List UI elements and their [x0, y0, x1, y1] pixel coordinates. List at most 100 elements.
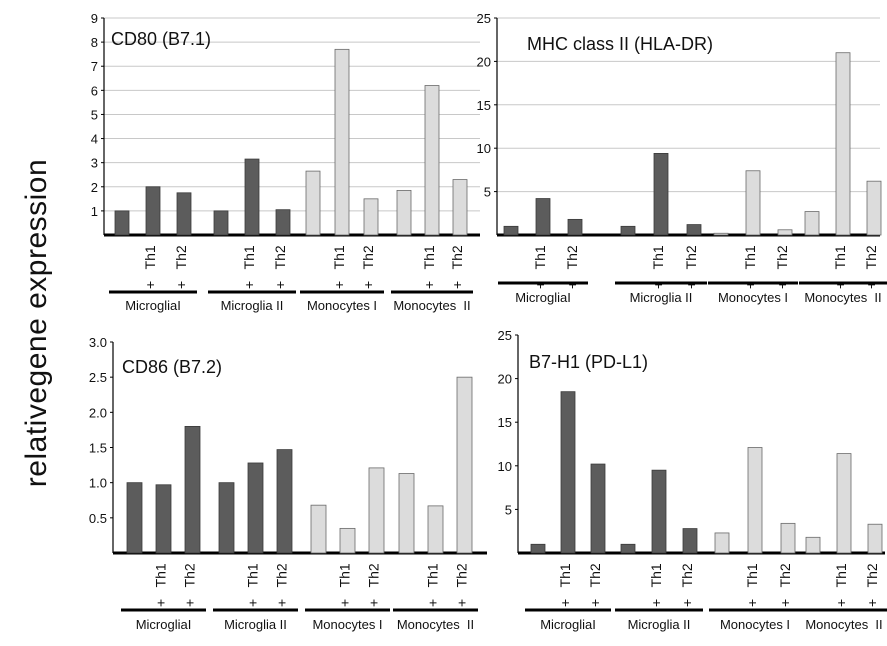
chart4-bar-g1-c1 — [530, 543, 546, 554]
chart3-bar-g2-c3 — [276, 449, 293, 554]
chart3-condition-label: + Th1 — [153, 563, 169, 607]
chart2-y-tick-label: 5 — [484, 185, 491, 200]
chart4-bar-g3-c2 — [747, 447, 763, 554]
chart4-condition-label: + Th1 — [557, 563, 573, 607]
chart3-condition-label: + Th2 — [366, 563, 382, 607]
chart1-bar-g4-c2 — [424, 85, 440, 236]
chart2-condition-label: + Th2 — [564, 245, 580, 289]
chart3-condition-label: + Th2 — [454, 563, 470, 607]
chart4-bar-g1-c2 — [560, 391, 576, 554]
chart1-bar-g2-c3 — [275, 209, 291, 236]
chart1-y-tick-label: 4 — [91, 132, 98, 147]
chart3-bar-g3-c3 — [368, 467, 385, 554]
chart1-condition-label: + Th1 — [142, 245, 158, 289]
chart1-condition-label: + Th1 — [421, 245, 437, 289]
chart1-y-tick-label: 6 — [91, 83, 98, 98]
chart2-condition-label: + Th1 — [650, 245, 666, 289]
chart1-bar-g1-c1 — [114, 210, 130, 236]
chart2-bar-g2-c3 — [686, 224, 702, 236]
chart1-group-label: MicrogliaI — [125, 298, 181, 313]
chart1-bar-g2-c1 — [213, 210, 229, 236]
chart1-group-label: Monocytes I — [307, 298, 377, 313]
chart3-bar-g4-c2 — [427, 505, 444, 554]
chart3-y-tick-label: 3.0 — [89, 335, 107, 350]
chart4-bar-g2-c1 — [620, 543, 636, 554]
chart4-condition-label: + Th2 — [864, 563, 880, 607]
chart4-bar-g3-c1 — [714, 532, 730, 554]
chart2-y-tick-label: 20 — [477, 54, 491, 69]
chart2-bar-g4-c1 — [804, 211, 820, 236]
chart1-bar-g4-c1 — [396, 189, 412, 236]
chart2-condition-label: + Th1 — [532, 245, 548, 289]
chart4-y-tick-label: 25 — [498, 328, 512, 343]
chart4-group-label: Monocytes I — [720, 617, 790, 632]
chart4-group-label: Microglia II — [628, 617, 691, 632]
chart3-group-label: Monocytes II — [397, 617, 474, 632]
chart4-y-tick-label: 10 — [498, 459, 512, 474]
chart3-condition-label: + Th2 — [274, 563, 290, 607]
chart2-y-tick-label: 10 — [477, 141, 491, 156]
chart1-condition-label: + Th1 — [241, 245, 257, 289]
chart2-bar-g3-c3 — [777, 229, 793, 236]
chart3-bar-g2-c1 — [218, 482, 235, 554]
chart3-y-tick-label: 0.5 — [89, 511, 107, 526]
chart3-group-label: Monocytes I — [312, 617, 382, 632]
chart1-y-tick-label: 9 — [91, 11, 98, 26]
chart3-condition-label: + Th1 — [425, 563, 441, 607]
chart1-title: CD80 (B7.1) — [111, 29, 211, 49]
chart1-bar-g3-c3 — [363, 198, 379, 236]
chart4-condition-label: + Th1 — [833, 563, 849, 607]
chart1-bar-g3-c1 — [305, 170, 321, 236]
chart2-bar-g1-c1 — [503, 225, 519, 236]
chart2-group-label: MicrogliaI — [515, 290, 571, 305]
chart1-y-tick-label: 8 — [91, 35, 98, 50]
chart2-bar-g3-c2 — [745, 170, 761, 236]
chart2-condition-label: + Th2 — [774, 245, 790, 289]
chart3-y-tick-label: 2.0 — [89, 405, 107, 420]
chart4-condition-label: + Th1 — [648, 563, 664, 607]
chart4-group-label: Monocytes II — [805, 617, 882, 632]
chart3-bar-g4-c3 — [456, 376, 473, 554]
chart3-title: CD86 (B7.2) — [122, 357, 222, 377]
chart2-condition-label: + Th1 — [832, 245, 848, 289]
chart3-y-tick-label: 2.5 — [89, 370, 107, 385]
chart2-bar-g2-c1 — [620, 225, 636, 236]
chart1-group-label: Monocytes II — [393, 298, 470, 313]
chart2-group-label: Monocytes II — [804, 290, 881, 305]
chart4-condition-label: + Th2 — [679, 563, 695, 607]
chart3-group-label: MicrogliaI — [136, 617, 192, 632]
chart1-y-tick-label: 5 — [91, 107, 98, 122]
chart2-bar-g2-c2 — [653, 153, 669, 236]
chart2-title: MHC class II (HLA-DR) — [527, 34, 713, 54]
chart3-bar-g2-c2 — [247, 462, 264, 554]
chart2-bar-g1-c2 — [535, 198, 551, 236]
chart3-condition-label: + Th1 — [337, 563, 353, 607]
chart2-bar-g1-c3 — [567, 218, 583, 236]
chart4-title: B7-H1 (PD-L1) — [529, 352, 648, 372]
chart4-y-tick-label: 5 — [505, 502, 512, 517]
chart3-y-tick-label: 1.5 — [89, 441, 107, 456]
chart1-y-tick-label: 1 — [91, 204, 98, 219]
chart3-bar-g1-c3 — [184, 425, 201, 554]
chart4-bar-g1-c3 — [590, 463, 606, 554]
chart3-bar-g3-c1 — [310, 504, 327, 554]
chart3-group-label: Microglia II — [224, 617, 287, 632]
chart2-group-label: Microglia II — [630, 290, 693, 305]
chart1-condition-label: + Th2 — [173, 245, 189, 289]
chart1-condition-label: + Th2 — [272, 245, 288, 289]
chart2-condition-label: + Th1 — [742, 245, 758, 289]
chart1-group-label: Microglia II — [221, 298, 284, 313]
chart2-group-label: Monocytes I — [718, 290, 788, 305]
chart4-bar-g4-c3 — [867, 523, 883, 554]
chart4-condition-label: + Th2 — [777, 563, 793, 607]
chart4-bar-g2-c2 — [651, 469, 667, 554]
chart2-bar-g4-c3 — [866, 180, 882, 236]
chart4-condition-label: + Th1 — [744, 563, 760, 607]
chart2-y-tick-label: 15 — [477, 98, 491, 113]
chart4-y-tick-label: 15 — [498, 415, 512, 430]
chart4-bar-g4-c2 — [836, 453, 852, 554]
chart1-y-tick-label: 2 — [91, 180, 98, 195]
chart2-bar-g3-c1 — [713, 232, 729, 236]
chart4-bar-g4-c1 — [805, 536, 821, 554]
